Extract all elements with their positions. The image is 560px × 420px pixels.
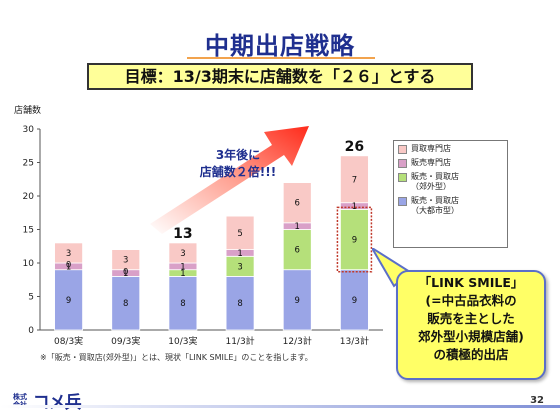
arrow-text: 3年後に 店舗数２倍!!! [188,147,288,181]
x-tick-label: 10/3実 [168,335,197,347]
bar-segment [168,242,198,264]
data-label: 8 [237,299,242,309]
legend-item: 販売・買取店 （郊外型） [398,172,503,192]
company-logo: 株式会社 コメ兵 [13,388,82,414]
data-label: 3 [180,249,185,259]
data-label: 0 [123,267,128,277]
legend-item: 販売専門店 [398,158,503,168]
bar-segment [111,249,141,271]
chart-legend: 買取専門店販売専門店販売・買取店 （郊外型） 販売・買取店 （大都市型） [393,140,508,248]
arrow-text-line-2: 店舗数２倍!!! [199,165,277,179]
total-label: 26 [345,139,364,155]
data-label: 9 [352,296,357,306]
data-label: 1 [352,202,357,212]
callout-line-2: (=中古品衣料の [425,293,517,308]
legend-swatch [398,173,407,182]
x-tick-label: 08/3実 [54,335,83,347]
growth-arrow [150,126,309,234]
data-label: 9 [295,296,300,306]
total-label: 13 [173,226,192,242]
data-label: 7 [352,175,357,185]
title-underline [187,57,375,59]
bar-segment [168,275,198,331]
y-tick-label: 15 [23,226,34,236]
callout-line-4: 郊外型小規模店舗) [418,329,524,344]
legend-swatch [398,159,407,168]
x-tick-label: 13/3計 [340,335,369,347]
y-tick-label: 30 [23,125,35,135]
data-label: 1 [123,269,128,279]
y-tick-label: 10 [23,259,35,269]
y-tick-label: 20 [23,192,35,202]
legend-label: 販売専門店 [411,158,451,167]
link-smile-callout: 「LINK SMILE」 (=中古品衣料の 販売を主とした 郊外型小規模店舗) … [396,270,546,380]
page-title: 中期出店戦略 [205,32,355,60]
y-tick-label: 0 [28,326,34,336]
data-label: 1 [237,249,242,259]
data-label: 1 [180,269,185,279]
data-label: 3 [123,256,128,266]
y-tick-label: 5 [28,293,34,303]
data-label: 8 [123,299,128,309]
data-label: 6 [295,199,300,209]
legend-label: 販売・買取店 （大都市型） [411,196,459,215]
footnote: ※「販売・買取店(郊外型)」とは、現状「LINK SMILE」のことを指します。 [40,353,313,362]
logo-prefix: 株式会社 [13,392,27,409]
data-label: 0 [66,261,71,271]
bar-segment [340,155,369,204]
bar-segment [225,215,255,251]
bar-segment [54,242,83,264]
goal-banner: 目標：13/3期末に店舗数を「２６」とする [87,63,473,90]
data-label: 3 [66,249,71,259]
y-axis-label: 店舗数 [14,106,42,116]
callout-line-5: の積極的出店 [433,347,509,362]
legend-swatch [398,145,407,154]
x-tick-label: 09/3実 [111,335,140,347]
page-number: 32 [530,395,544,406]
callout-line-3: 販売を主とした [427,311,515,326]
data-label: 9 [352,236,357,246]
bar-segment [54,269,83,331]
legend-label: 買取専門店 [411,144,451,153]
legend-item: 販売・買取店 （大都市型） [398,196,503,216]
data-label: 6 [295,246,300,256]
data-label: 1 [295,222,300,232]
footer-rule [0,405,560,408]
data-label: 1 [180,262,185,272]
bar-segment [340,208,369,271]
arrow-text-line-1: 3年後に [215,148,261,162]
y-tick-label: 25 [23,159,34,169]
callout-line-1: 「LINK SMILE」 [418,275,524,290]
legend-item: 買取専門店 [398,144,503,154]
data-label: 3 [237,262,242,272]
data-label: 1 [66,262,71,272]
legend-label: 販売・買取店 （郊外型） [411,172,459,191]
data-label: 5 [237,229,242,239]
x-tick-label: 11/3計 [225,335,254,347]
bar-segment [282,269,312,331]
legend-swatch [398,197,407,206]
bar-segment [225,275,255,331]
bar-segment [282,229,312,271]
data-label: 9 [66,296,71,306]
logo-name: コメ兵 [32,393,82,413]
bar-segment [282,182,312,224]
data-label: 8 [180,299,185,309]
x-tick-label: 12/3計 [283,335,312,347]
bar-segment [340,269,369,331]
